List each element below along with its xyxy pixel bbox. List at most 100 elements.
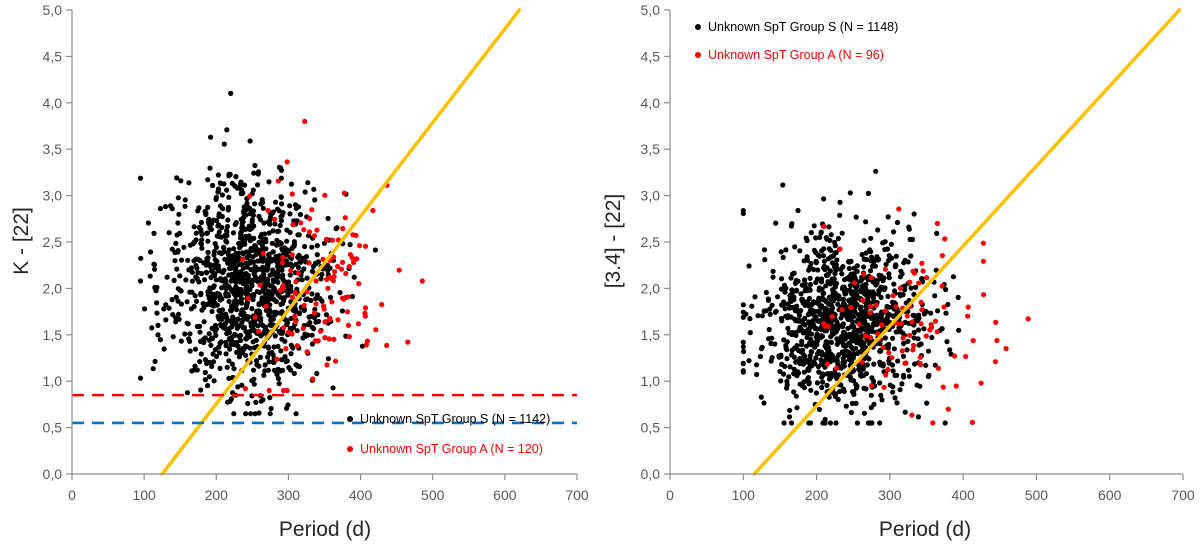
- right-series-group-s-point: [871, 401, 877, 407]
- right-series-group-s-point: [894, 219, 901, 226]
- right-series-group-s-point: [945, 301, 951, 308]
- left-series-group-s-point: [149, 325, 155, 331]
- right-series-group-s-point: [772, 341, 778, 347]
- right-series-group-s-point: [934, 230, 940, 236]
- left-series-group-s-point: [261, 276, 267, 283]
- left-series-group-s-point: [137, 278, 144, 284]
- right-series-group-s-point: [740, 344, 746, 350]
- right-series-group-s-point: [781, 420, 787, 426]
- left-series-group-s-point: [191, 258, 197, 264]
- left-series-group-s-point: [210, 182, 216, 189]
- left-series-group-s-point: [269, 349, 275, 356]
- left-series-group-s-point: [171, 277, 177, 283]
- left-series-group-s-point: [238, 262, 244, 268]
- right-series-group-s-point: [793, 332, 799, 338]
- left-series-group-s-point: [270, 209, 276, 215]
- left-series-group-s-point: [232, 286, 239, 292]
- right-series-group-s-point: [793, 359, 799, 365]
- right-series-group-s-point: [840, 323, 846, 330]
- right-series-group-s-point: [884, 303, 890, 310]
- right-series-group-s-point: [854, 263, 860, 269]
- left-series-group-s-point: [318, 276, 324, 282]
- right-series-group-s-point: [825, 318, 831, 324]
- left-series-group-a-point: [272, 216, 278, 222]
- left-series-group-s-point: [270, 228, 276, 234]
- left-series-group-a-point: [301, 227, 307, 233]
- right-series-group-a-point: [907, 332, 913, 338]
- right-series-group-s-point: [815, 298, 822, 304]
- right-series-group-s-point: [834, 292, 840, 298]
- right-series-group-s-point: [919, 276, 925, 282]
- left-series-group-a-point: [277, 287, 283, 293]
- left-series-group-a-point: [242, 386, 248, 392]
- right-series-group-s-point: [792, 308, 798, 314]
- left-series-group-s-point: [223, 339, 229, 345]
- right-series-group-s-point: [808, 387, 814, 393]
- left-series-group-s-point: [173, 240, 179, 246]
- right-series-group-s-point: [852, 309, 858, 315]
- left-series-group-a-point: [288, 267, 294, 274]
- left-series-group-s-point: [255, 258, 261, 264]
- left-series-group-a-point: [309, 207, 315, 213]
- left-series-group-s-point: [162, 204, 169, 210]
- left-series-group-s-point: [137, 375, 144, 381]
- right-series-group-s-point: [858, 369, 864, 375]
- left-series-group-s-point: [205, 204, 211, 210]
- left-series-group-s-point: [244, 284, 250, 290]
- left-series-group-s-point: [339, 308, 345, 314]
- left-series-group-s-point: [224, 223, 231, 230]
- left-series-group-s-point: [267, 309, 273, 315]
- left-series-group-s-point: [249, 217, 255, 223]
- left-series-group-s-point: [155, 332, 161, 338]
- right-series-group-s-point: [746, 358, 752, 364]
- right-series-group-s-point: [813, 250, 819, 256]
- left-x-tick-label: 200: [205, 487, 229, 503]
- right-series-group-s-point: [805, 331, 811, 337]
- left-y-tick-label: 3,5: [43, 141, 63, 157]
- right-series-group-a-point: [897, 285, 904, 291]
- left-series-group-s-point: [247, 328, 253, 334]
- right-x-tick-label: 700: [1171, 487, 1195, 503]
- left-series-group-s-point: [184, 320, 190, 326]
- left-series-group-s-point: [269, 240, 275, 246]
- left-series-group-a-point: [294, 343, 300, 349]
- left-series-group-s-point: [258, 201, 264, 207]
- right-series-group-s-point: [808, 336, 814, 343]
- left-series-group-s-point: [178, 178, 184, 184]
- right-legend-marker-1: [695, 52, 701, 58]
- right-series-group-a-point: [980, 258, 987, 264]
- right-series-group-s-point: [865, 420, 872, 426]
- left-series-group-s-point: [198, 338, 204, 344]
- left-series-group-a-point: [240, 256, 246, 262]
- left-series-group-s-point: [208, 134, 214, 140]
- left-series-group-s-point: [282, 354, 288, 360]
- right-series-group-s-point: [863, 303, 869, 309]
- left-series-group-a-point: [327, 274, 333, 280]
- left-x-tick-label: 100: [132, 487, 156, 503]
- left-series-group-s-point: [265, 344, 271, 350]
- right-series-group-a-point: [824, 361, 831, 367]
- right-series-group-s-point: [847, 190, 853, 196]
- right-series-group-s-point: [804, 237, 810, 244]
- left-series-group-s-point: [196, 205, 202, 211]
- right-series-group-s-point: [877, 287, 883, 293]
- left-series-group-s-point: [175, 249, 181, 255]
- left-series-group-s-point: [254, 266, 260, 273]
- right-series-group-s-point: [820, 420, 826, 426]
- right-series-group-s-point: [808, 342, 814, 348]
- right-series-group-a-point: [896, 206, 902, 212]
- left-series-group-s-point: [213, 218, 220, 224]
- left-series-group-s-point: [206, 359, 212, 365]
- left-series-group-s-point: [219, 224, 225, 231]
- right-series-group-s-point: [765, 297, 772, 303]
- right-y-tick-label: 4,5: [641, 48, 661, 64]
- right-series-group-s-point: [890, 368, 896, 374]
- left-series-group-s-point: [173, 294, 179, 300]
- left-series-group-s-point: [303, 254, 310, 260]
- left-series-group-s-point: [245, 272, 251, 279]
- right-series-group-s-point: [873, 168, 879, 174]
- right-series-group-s-point: [796, 348, 802, 354]
- left-series-group-s-point: [198, 219, 204, 226]
- right-series-group-s-point: [916, 312, 922, 318]
- left-series-group-s-point: [233, 220, 239, 226]
